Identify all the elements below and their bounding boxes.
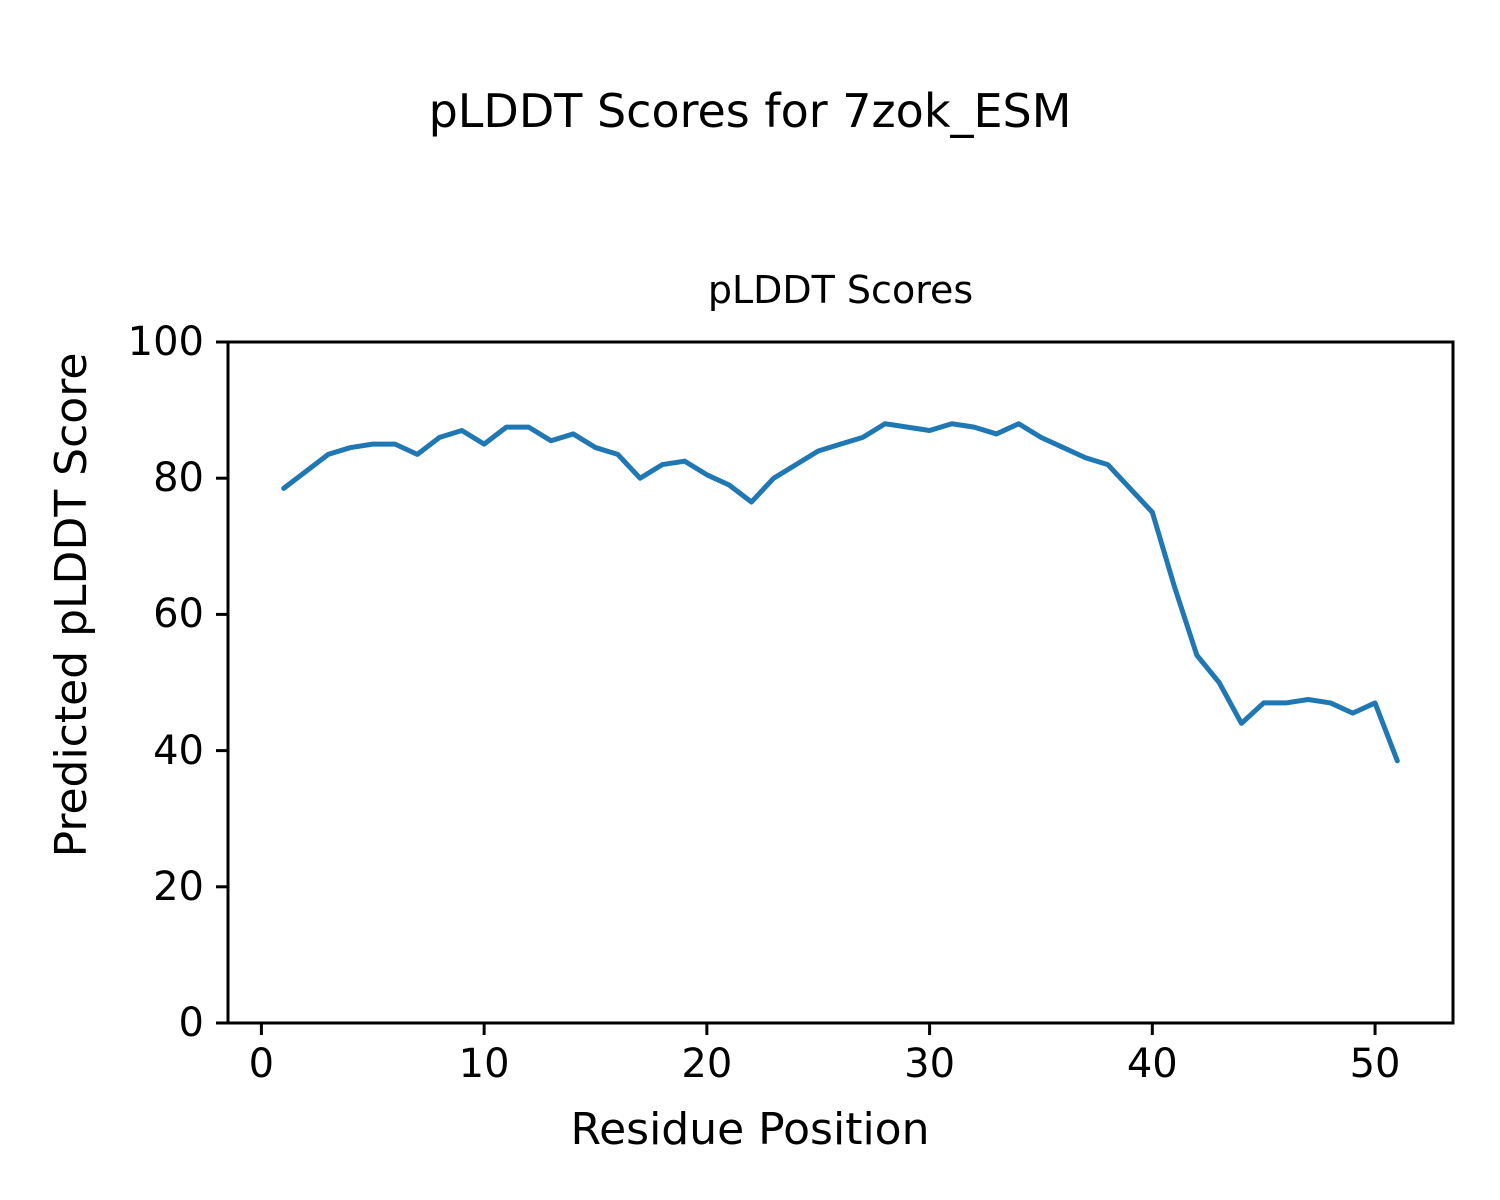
plot-area — [226, 340, 1455, 1025]
x-tick-label: 50 — [1349, 1041, 1401, 1087]
x-axis-label: Residue Position — [570, 1104, 930, 1155]
x-tick-label: 10 — [458, 1041, 510, 1087]
y-tick-label: 60 — [153, 591, 204, 638]
y-tick-label: 0 — [178, 1000, 204, 1046]
y-tick-label: 100 — [127, 319, 204, 365]
x-tick-label: 30 — [904, 1041, 956, 1087]
plddt-line-series — [281, 421, 1400, 764]
y-axis-label: Predicted pLDDT Score — [45, 352, 97, 858]
axis-ticks — [216, 340, 1377, 1035]
figure-suptitle: pLDDT Scores for 7zok_ESM — [428, 84, 1072, 138]
axes-title: pLDDT Scores — [707, 268, 974, 312]
y-tick-label: 20 — [153, 863, 204, 910]
x-tick-label: 40 — [1126, 1041, 1178, 1087]
x-tick-label: 20 — [681, 1041, 733, 1087]
plddt-line — [281, 421, 1400, 764]
x-tick-label: 0 — [248, 1041, 275, 1087]
y-tick-label: 80 — [153, 455, 204, 502]
y-tick-label: 40 — [153, 727, 204, 774]
